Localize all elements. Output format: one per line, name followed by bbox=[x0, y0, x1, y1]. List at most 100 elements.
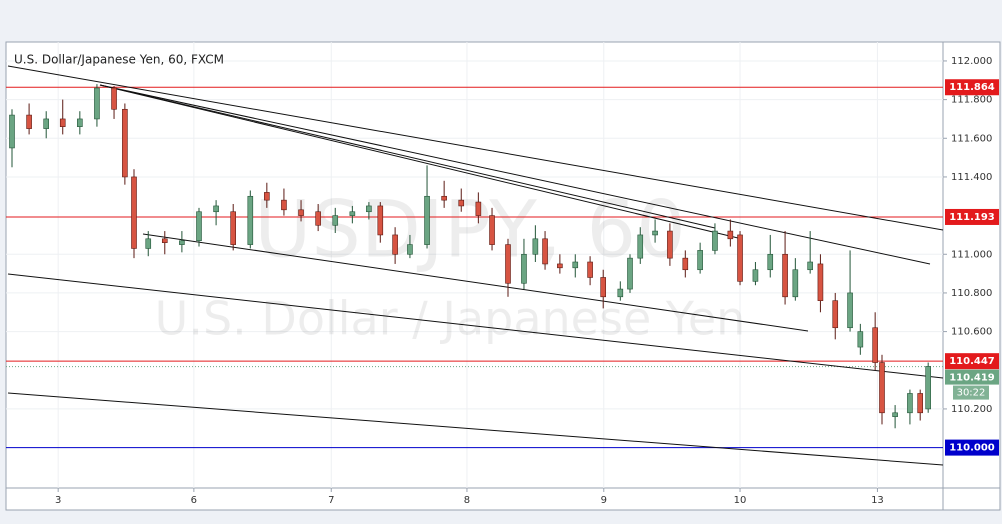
y-tick-label: 112.000 bbox=[951, 56, 992, 67]
last-price-label: 110.419 bbox=[949, 373, 995, 384]
price-lines bbox=[6, 86, 943, 449]
candle-body bbox=[667, 230, 673, 259]
last-price-box bbox=[945, 369, 999, 385]
price-label: 111.193 bbox=[949, 212, 995, 223]
candle-body bbox=[907, 393, 913, 414]
candle-body bbox=[727, 230, 734, 240]
candle-body bbox=[264, 192, 270, 201]
candle-body bbox=[892, 412, 898, 417]
candle-body bbox=[572, 261, 579, 269]
chart-title: U.S. Dollar/Japanese Yen, 60, FXCM bbox=[14, 53, 224, 67]
candle-body bbox=[752, 269, 759, 282]
candle-body bbox=[917, 393, 923, 414]
candle-body bbox=[521, 253, 527, 284]
candle-body bbox=[652, 230, 658, 236]
candle-body bbox=[557, 263, 563, 269]
candle-body bbox=[587, 261, 593, 278]
candle-body bbox=[807, 261, 813, 271]
y-tick-label: 110.800 bbox=[951, 288, 992, 299]
candle-body bbox=[857, 331, 864, 348]
candle-body bbox=[377, 205, 384, 236]
x-tick-label: 8 bbox=[464, 495, 470, 506]
price-label: 110.000 bbox=[949, 443, 995, 454]
candle-body bbox=[697, 250, 703, 271]
candle-body bbox=[230, 211, 236, 245]
y-tick-label: 110.600 bbox=[951, 327, 992, 338]
candle-body bbox=[26, 114, 32, 129]
candle-body bbox=[627, 257, 633, 290]
price-label: 110.447 bbox=[949, 356, 995, 367]
candle-body bbox=[111, 87, 117, 110]
price-label-box bbox=[945, 79, 999, 96]
y-tick-label: 111.000 bbox=[951, 249, 992, 260]
chart-frame bbox=[5, 41, 1001, 511]
candle-body bbox=[879, 362, 885, 414]
axis-labels: 110.200 110.600 110.800 111.000 111.400 111.6… bbox=[55, 56, 999, 506]
x-tick-label: 3 bbox=[55, 495, 61, 506]
candle-body bbox=[847, 292, 853, 329]
trend-lines bbox=[7, 65, 944, 466]
trend-line bbox=[7, 392, 944, 466]
y-tick-label: 111.400 bbox=[951, 172, 992, 183]
candle-body bbox=[712, 230, 718, 251]
candle-body bbox=[9, 114, 15, 149]
candle-body bbox=[196, 211, 202, 242]
trend-line bbox=[99, 84, 931, 265]
x-tick-label: 6 bbox=[191, 495, 197, 506]
candle-body bbox=[600, 277, 607, 298]
countdown: 30:22 bbox=[957, 388, 986, 399]
trend-line bbox=[7, 65, 944, 231]
candle-body bbox=[332, 215, 339, 226]
candle-body bbox=[832, 300, 839, 329]
candle-body bbox=[505, 244, 511, 284]
candle-body bbox=[349, 211, 356, 216]
candle-body bbox=[94, 87, 100, 120]
candle-body bbox=[59, 118, 66, 127]
candle-body bbox=[247, 195, 254, 245]
price-label-box bbox=[945, 353, 999, 370]
candle-body bbox=[392, 234, 398, 255]
y-tick-label: 111.800 bbox=[951, 95, 992, 106]
candle-body bbox=[458, 199, 465, 207]
candle-body bbox=[441, 195, 447, 201]
candle-body bbox=[298, 209, 304, 216]
candle-body bbox=[925, 366, 931, 410]
y-tick-label: 110.200 bbox=[951, 404, 992, 415]
x-tick-label: 10 bbox=[734, 495, 747, 506]
y-tick-label: 111.600 bbox=[951, 133, 992, 144]
price-label: 111.864 bbox=[949, 82, 995, 93]
candle-body bbox=[817, 263, 824, 301]
candle-body bbox=[281, 199, 287, 211]
candle-body bbox=[145, 238, 152, 249]
trend-line bbox=[142, 233, 809, 332]
candle-body bbox=[737, 234, 743, 282]
candles bbox=[9, 84, 931, 429]
countdown-box bbox=[953, 385, 989, 400]
candle-body bbox=[122, 108, 128, 178]
candle-body bbox=[532, 238, 539, 255]
candle-body bbox=[637, 234, 644, 259]
candle-body bbox=[315, 211, 321, 226]
watermark: USDJPY, 60 bbox=[254, 185, 685, 275]
price-label-box bbox=[945, 208, 999, 225]
candle-body bbox=[489, 215, 495, 245]
candle-body bbox=[179, 240, 185, 245]
candle-body bbox=[542, 238, 548, 265]
candle-body bbox=[213, 205, 219, 213]
candle-body bbox=[424, 195, 430, 245]
candle-body bbox=[792, 269, 799, 298]
trend-line bbox=[99, 84, 716, 229]
candle-body bbox=[77, 118, 83, 127]
candle-body bbox=[617, 288, 624, 298]
watermark-subtitle: U.S. Dollar / Japanese Yen bbox=[155, 292, 746, 346]
candle-body bbox=[366, 205, 372, 213]
trend-line bbox=[99, 84, 739, 239]
candle-body bbox=[682, 257, 689, 271]
x-tick-label: 9 bbox=[601, 495, 607, 506]
candle-body bbox=[767, 253, 774, 271]
price-label-box bbox=[945, 439, 999, 456]
candle-body bbox=[782, 253, 788, 298]
candle-body bbox=[131, 176, 137, 249]
x-tick-label: 7 bbox=[328, 495, 334, 506]
